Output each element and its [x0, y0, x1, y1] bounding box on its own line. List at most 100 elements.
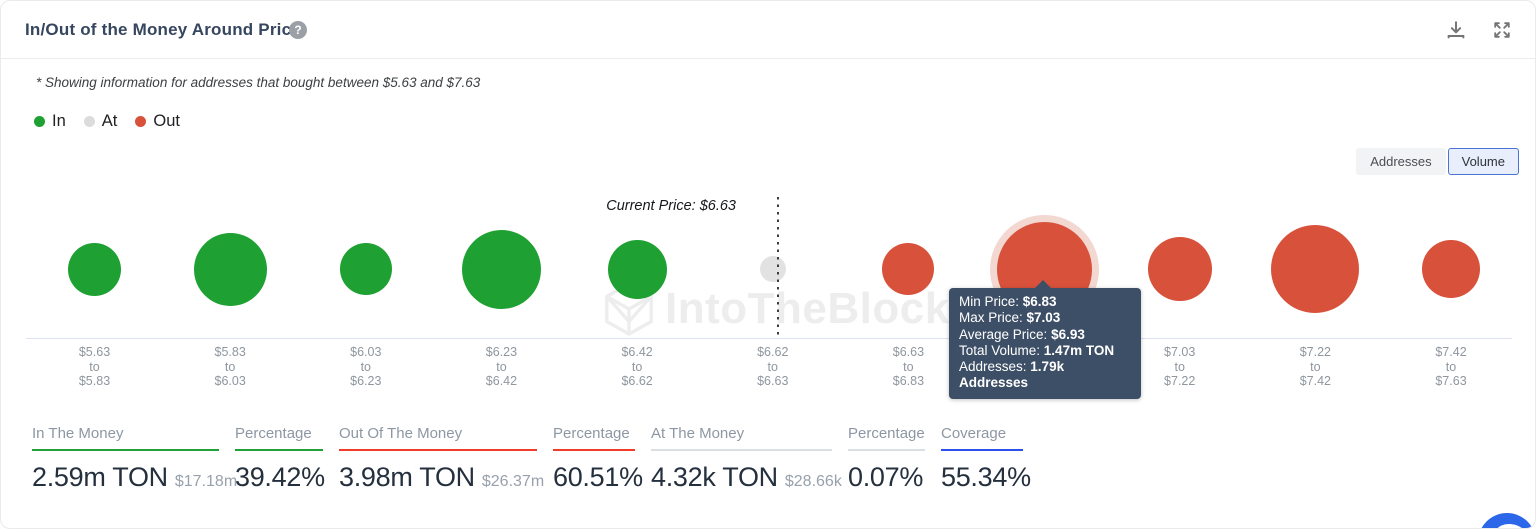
- tooltip-row: Max Price: $7.03: [959, 310, 1131, 326]
- bubble-out[interactable]: [1271, 225, 1360, 313]
- tooltip-row-value: $7.03: [1026, 310, 1061, 326]
- stat-value: 0.07%: [848, 462, 924, 492]
- download-icon[interactable]: [1445, 19, 1467, 41]
- tooltip-row-label: Total Volume:: [959, 342, 1044, 358]
- expand-fullscreen-icon[interactable]: [1491, 19, 1513, 41]
- x-axis-label-line: $6.63: [757, 374, 789, 388]
- x-axis-label-line: $7.42: [1435, 345, 1467, 359]
- stat-label: In The Money: [32, 425, 219, 451]
- x-axis-label-line: to: [360, 359, 372, 374]
- stat-value: 39.42%: [235, 462, 325, 492]
- bubble-in[interactable]: [607, 239, 667, 299]
- x-axis-label-line: to: [1174, 359, 1185, 374]
- x-axis-label-line: to: [224, 359, 236, 374]
- bubble-out[interactable]: [882, 243, 935, 295]
- x-axis-label: $5.63 to $5.83: [35, 345, 155, 389]
- x-axis-label-line: to: [903, 359, 914, 374]
- toggle-volume-button[interactable]: Volume: [1447, 148, 1519, 175]
- stat-in-the-money: In The Money 2.59m TON $17.18m: [32, 425, 237, 493]
- x-axis-label-line: $6.23: [350, 374, 382, 388]
- x-axis-label: $7.03 to $7.22: [1120, 345, 1240, 389]
- x-axis-label-line: $6.62: [621, 374, 653, 388]
- page-title: In/Out of the Money Around Price: [25, 20, 301, 39]
- legend-item-out[interactable]: Out: [135, 112, 180, 131]
- x-axis-label: $7.22 to $7.42: [1255, 345, 1375, 389]
- x-axis-label-line: $5.83: [214, 345, 246, 359]
- legend-item-in[interactable]: In: [34, 112, 66, 131]
- tooltip-row-value: 1.79k Addresses: [959, 359, 1065, 391]
- tooltip-row: Average Price: $6.93: [959, 327, 1131, 343]
- tooltip-row-value: $6.83: [1022, 294, 1057, 309]
- bubble-in[interactable]: [193, 232, 267, 306]
- x-axis-line: [26, 338, 1512, 339]
- x-axis-label-line: to: [767, 359, 778, 374]
- stat-value-row: 2.59m TON $17.18m: [32, 462, 237, 493]
- stat-value-row: 3.98m TON $26.37m: [339, 462, 544, 493]
- bubble-in[interactable]: [68, 242, 121, 296]
- x-axis-label-line: $6.03: [350, 345, 382, 359]
- x-axis-label-line: $7.63: [1435, 374, 1467, 388]
- x-axis-label: $5.83 to $6.03: [170, 345, 290, 389]
- legend-dot-icon: [34, 116, 45, 127]
- x-axis-label-line: $7.22: [1299, 345, 1331, 359]
- tooltip-row: Total Volume: 1.47m TON: [959, 343, 1131, 359]
- x-axis-label: $6.23 to $6.42: [441, 345, 561, 389]
- help-icon[interactable]: ?: [289, 21, 307, 39]
- x-axis-label-line: to: [89, 359, 100, 374]
- stat-value-row: 39.42%: [235, 462, 325, 493]
- chat-button[interactable]: [1478, 513, 1535, 528]
- legend-dot-icon: [83, 116, 95, 127]
- current-price-line: [777, 197, 779, 339]
- x-axis-label: $6.42 to $6.62: [577, 345, 697, 389]
- bubble-in[interactable]: [339, 243, 392, 295]
- tooltip-row-value: 1.47m TON: [1043, 342, 1115, 358]
- stat-label: Percentage: [235, 425, 323, 451]
- stat-subvalue: $26.37m: [481, 473, 545, 490]
- legend-label: At: [101, 112, 118, 130]
- stat-value: 4.32k TON: [651, 462, 778, 492]
- tooltip-row: Min Price: $6.83: [959, 294, 1131, 310]
- x-axis-label-line: to: [631, 359, 643, 374]
- stat-label: Percentage: [553, 425, 635, 451]
- stat-percentage: Percentage 60.51%: [553, 425, 643, 493]
- stat-value: 3.98m TON: [339, 462, 475, 492]
- header-divider: [1, 58, 1535, 59]
- x-axis-label: $6.63 to $6.83: [848, 345, 968, 389]
- bubble-at[interactable]: [759, 256, 786, 282]
- stat-value-row: 60.51%: [553, 462, 643, 493]
- stat-value-row: 55.34%: [941, 462, 1031, 493]
- x-axis-label-line: $6.03: [214, 374, 246, 388]
- legend-label: Out: [153, 112, 180, 130]
- legend-dot-icon: [135, 116, 147, 127]
- toggle-addresses-button[interactable]: Addresses: [1356, 148, 1446, 175]
- x-axis-label-line: $6.63: [892, 345, 925, 359]
- stat-label: Percentage: [848, 425, 925, 451]
- tooltip-row-label: Min Price:: [959, 294, 1023, 309]
- tooltip-body: Min Price: $6.83 Max Price: $7.03 Average …: [959, 294, 1131, 392]
- x-axis-label-line: $6.62: [757, 345, 789, 359]
- x-axis-label-line: $6.83: [892, 374, 925, 388]
- x-axis-label-line: $6.23: [485, 345, 518, 359]
- stat-value: 60.51%: [553, 462, 643, 492]
- intotheblock-logo-icon: [605, 282, 653, 336]
- tooltip: Min Price: $6.83 Max Price: $7.03 Average …: [949, 280, 1141, 399]
- tooltip-row-value: $6.93: [1051, 326, 1085, 342]
- chart-note: * Showing information for addresses that…: [36, 75, 481, 90]
- bubble-in[interactable]: [461, 229, 541, 309]
- x-axis-label: $7.42 to $7.63: [1391, 345, 1511, 389]
- stat-label: At The Money: [651, 425, 832, 451]
- x-axis-label-line: $7.03: [1164, 345, 1196, 359]
- chat-icon: [1488, 521, 1532, 528]
- stat-label: Out Of The Money: [339, 425, 537, 451]
- x-axis-label: $6.03 to $6.23: [306, 345, 426, 389]
- bubble-out[interactable]: [1422, 240, 1480, 298]
- tooltip-arrow: [1035, 280, 1051, 288]
- stat-coverage: Coverage 55.34%: [941, 425, 1031, 493]
- x-axis-label-line: to: [1310, 359, 1321, 374]
- bubble-out[interactable]: [1147, 237, 1212, 301]
- x-axis-label-line: $5.83: [78, 374, 111, 388]
- legend-item-at[interactable]: At: [83, 112, 118, 131]
- stat-value-row: 4.32k TON $28.66k: [651, 462, 842, 493]
- x-axis-label-line: $7.22: [1164, 374, 1196, 388]
- stat-subvalue: $28.66k: [784, 473, 842, 490]
